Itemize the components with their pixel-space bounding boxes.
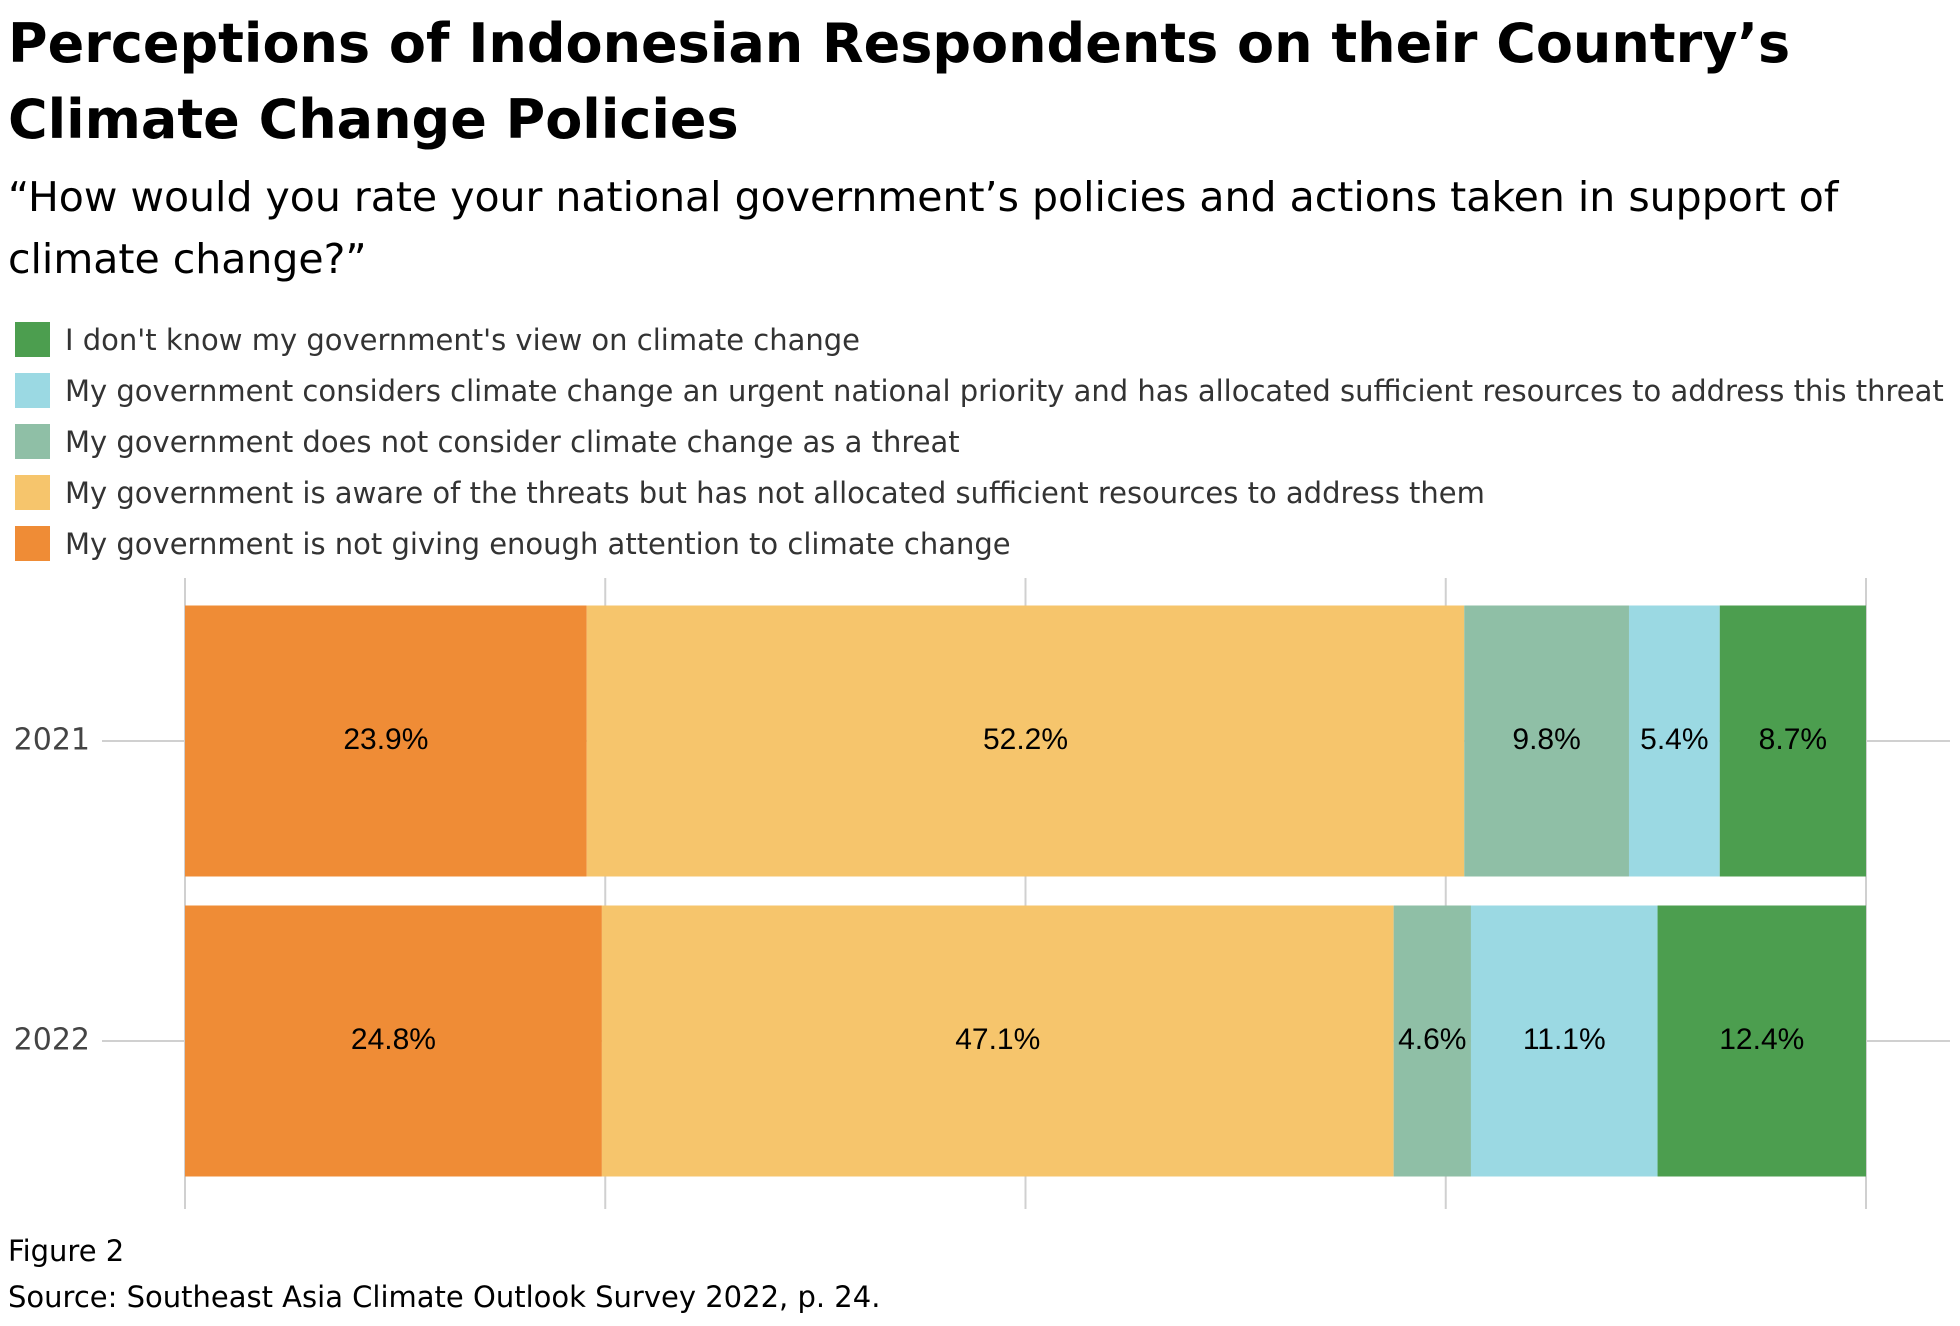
legend-item: My government does not consider climate … bbox=[15, 416, 1944, 467]
legend-item: My government is aware of the threats bu… bbox=[15, 467, 1944, 518]
bar-segment bbox=[1719, 605, 1866, 877]
bar-segment bbox=[185, 905, 602, 1177]
y-tick-label: 2022 bbox=[14, 1023, 90, 1058]
legend-label: My government is aware of the threats bu… bbox=[65, 475, 1485, 510]
chart-title: Perceptions of Indonesian Respondents on… bbox=[8, 12, 1791, 151]
legend-item: My government considers climate change a… bbox=[15, 365, 1944, 416]
legend: I don't know my government's view on cli… bbox=[15, 314, 1944, 569]
data-label: 4.6% bbox=[1398, 1023, 1466, 1056]
chart-subtitle: “How would you rate your national govern… bbox=[8, 173, 1839, 283]
footer: Figure 2 Source: Southeast Asia Climate … bbox=[8, 1228, 880, 1320]
legend-label: My government is not giving enough atten… bbox=[65, 526, 1011, 561]
data-label: 24.8% bbox=[351, 1023, 436, 1056]
bar-segment bbox=[185, 605, 587, 877]
bar-segment bbox=[586, 605, 1465, 877]
data-label: 9.8% bbox=[1512, 723, 1580, 756]
legend-item: My government is not giving enough atten… bbox=[15, 518, 1944, 569]
y-tick-label: 2021 bbox=[14, 723, 90, 758]
data-label: 5.4% bbox=[1640, 723, 1708, 756]
legend-swatch bbox=[15, 526, 50, 561]
legend-item: I don't know my government's view on cli… bbox=[15, 314, 1944, 365]
legend-label: I don't know my government's view on cli… bbox=[65, 322, 861, 357]
bar-segment bbox=[1470, 905, 1658, 1177]
data-label: 11.1% bbox=[1523, 1023, 1606, 1056]
legend-swatch bbox=[15, 322, 50, 357]
bar-segment bbox=[1464, 605, 1629, 877]
data-label: 47.1% bbox=[955, 1023, 1040, 1056]
legend-swatch bbox=[15, 424, 50, 459]
legend-label: My government considers climate change a… bbox=[65, 373, 1944, 408]
data-label: 52.2% bbox=[983, 723, 1068, 756]
bar-segment bbox=[1628, 605, 1720, 877]
legend-label: My government does not consider climate … bbox=[65, 424, 960, 459]
legend-swatch bbox=[15, 373, 50, 408]
data-label: 12.4% bbox=[1719, 1023, 1804, 1056]
bar-segment bbox=[1657, 905, 1866, 1177]
source: Source: Southeast Asia Climate Outlook S… bbox=[8, 1280, 881, 1314]
bar-segment bbox=[601, 905, 1394, 1177]
bar-segment bbox=[1393, 905, 1471, 1177]
data-label: 8.7% bbox=[1759, 723, 1827, 756]
figure-label: Figure 2 bbox=[8, 1234, 125, 1268]
data-label: 23.9% bbox=[343, 723, 428, 756]
legend-swatch bbox=[15, 475, 50, 510]
